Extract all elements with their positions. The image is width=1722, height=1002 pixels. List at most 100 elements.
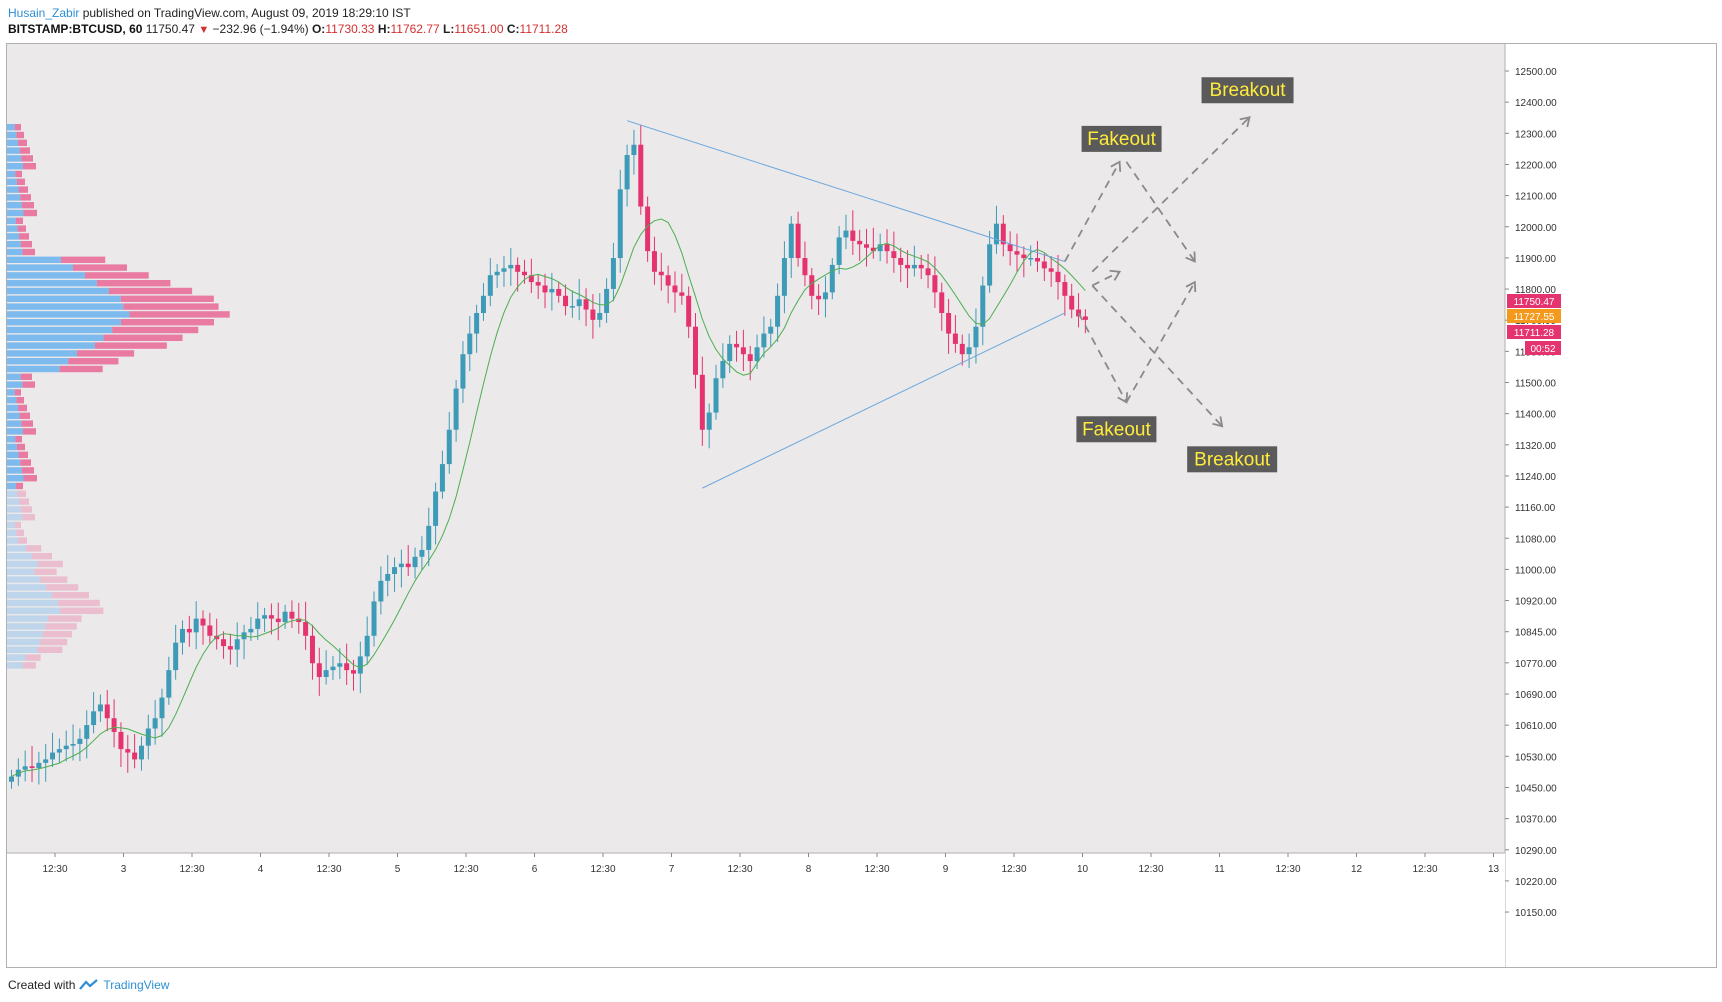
candle-body <box>180 628 185 643</box>
volume-down-bar <box>16 397 24 404</box>
candle-body <box>761 333 767 348</box>
volume-down-bar <box>21 420 33 427</box>
candle-body <box>1041 261 1047 269</box>
volume-down-bar <box>20 194 31 201</box>
chart-frame[interactable]: Breakout Fakeout Fakeout Breakout 12500.00 1… <box>6 43 1717 968</box>
volume-up-bar <box>7 420 22 427</box>
candle-body <box>56 749 62 753</box>
candle-body <box>816 295 822 300</box>
time-axis[interactable]: 12:30 3 12:30 4 12:30 5 12:30 6 12:30 7 12:30 8 12:3… <box>7 852 1505 967</box>
volume-down-bar <box>22 381 35 388</box>
volume-up-bar <box>7 280 97 287</box>
volume-down-bar <box>112 326 199 334</box>
volume-down-bar <box>23 209 37 217</box>
candle-body <box>1048 268 1054 272</box>
volume-up-bar <box>7 646 38 653</box>
candle-body <box>864 244 869 248</box>
volume-up-bar <box>7 631 43 638</box>
candle-body <box>836 237 842 265</box>
candle-body <box>221 639 227 647</box>
price-tick-label: 11500.00 <box>1515 379 1556 390</box>
candle-body <box>214 635 220 640</box>
candle-body <box>453 388 459 430</box>
created-with-label: Created with <box>8 978 76 992</box>
volume-up-bar <box>7 490 18 497</box>
annotation-text: Breakout <box>1210 80 1287 101</box>
candle-body <box>713 378 719 413</box>
candle-body <box>987 244 993 286</box>
tradingview-brand[interactable]: TradingView <box>103 978 170 992</box>
volume-down-bar <box>108 287 193 295</box>
annotation-text: Fakeout <box>1087 129 1156 150</box>
candle-body <box>918 264 924 269</box>
time-tick-label: 11 <box>1214 864 1225 875</box>
candle-body <box>686 295 692 327</box>
volume-down-bar <box>21 202 34 209</box>
volume-up-bar <box>7 506 21 513</box>
candle-body <box>186 628 192 633</box>
volume-down-bar <box>40 638 68 646</box>
close-label: C: <box>506 22 520 36</box>
price-axis[interactable]: 12500.00 12400.00 12300.00 12200.00 12100.00… <box>1504 44 1716 967</box>
candle-body <box>159 697 165 719</box>
projection-line <box>1125 161 1196 262</box>
volume-down-bar <box>68 358 119 365</box>
candle-body <box>946 312 952 334</box>
candle-body <box>439 464 445 492</box>
candle-body <box>563 295 569 307</box>
volume-down-bar <box>16 131 24 139</box>
candle-body <box>569 306 575 308</box>
volume-down-bar <box>22 163 36 170</box>
volume-down-bar <box>48 615 82 622</box>
volume-down-bar <box>37 646 63 653</box>
candle-body <box>768 326 774 334</box>
candle-body <box>501 268 507 272</box>
volume-down-bar <box>103 334 183 341</box>
volume-up-bar <box>7 209 24 217</box>
price-tick-label: 12100.00 <box>1515 192 1557 203</box>
time-tick-label: 12:30 <box>1138 864 1163 875</box>
candle-body <box>351 670 356 674</box>
price-change: −232.96 (−1.94%) <box>212 22 309 36</box>
annotation-background <box>1201 77 1294 104</box>
time-tick-label: 5 <box>395 864 401 875</box>
volume-up-bar <box>7 638 41 646</box>
arrowhead-icon <box>1212 416 1224 428</box>
candle-body <box>597 312 603 320</box>
volume-up-bar <box>7 365 60 373</box>
volume-down-bar <box>23 475 37 482</box>
close-value: 11711.28 <box>519 22 568 36</box>
volume-up-bar <box>7 545 26 552</box>
volume-down-bar <box>120 295 214 302</box>
author-link[interactable]: Husain_Zabir <box>8 6 80 20</box>
volume-up-bar <box>7 217 16 224</box>
candle-body <box>323 670 329 677</box>
candle-body <box>795 223 801 259</box>
candle-body <box>474 312 480 334</box>
price-badge-text: 11727.55 <box>1514 312 1555 323</box>
trendlines <box>626 120 1066 489</box>
candle-body <box>22 766 28 770</box>
annotation-background <box>1081 125 1162 152</box>
candle-body <box>227 646 233 650</box>
volume-down-bar <box>16 529 24 536</box>
projection-arrows <box>1064 116 1251 428</box>
candle-body <box>460 354 466 389</box>
volume-up-bar <box>7 311 130 318</box>
time-tick-label: 4 <box>258 864 264 875</box>
candle-body <box>364 635 370 657</box>
candle-body <box>590 309 596 320</box>
candle-body <box>857 240 863 245</box>
down-arrow-icon: ▼ <box>198 24 210 36</box>
annotation-label: Fakeout <box>1081 125 1162 152</box>
volume-up-bar <box>7 248 23 256</box>
price-badge-text: 11750.47 <box>1514 297 1555 308</box>
volume-down-bar <box>22 514 35 521</box>
time-tick-label: 12:30 <box>1275 864 1300 875</box>
price-tick-label: 10290.00 <box>1515 846 1557 857</box>
candle-body <box>104 704 110 719</box>
volume-up-bar <box>7 521 15 529</box>
projection-line <box>1091 284 1223 427</box>
candle-body <box>275 618 281 623</box>
